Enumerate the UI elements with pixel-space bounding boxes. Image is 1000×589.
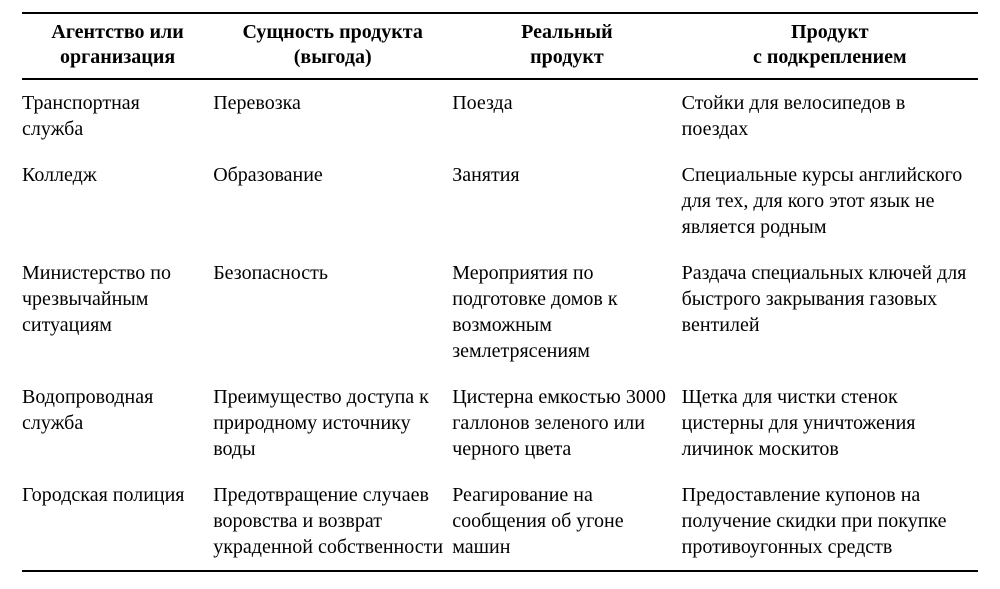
cell-augmented: Раздача специальных ключей для быстрого … (682, 250, 978, 374)
cell-agency: Министерство по чрезвычайным ситуациям (22, 250, 213, 374)
cell-essence: Преимущество доступа к природному источн… (213, 374, 452, 472)
cell-real: Занятия (452, 152, 681, 250)
col-header-agency: Агентство или организация (22, 13, 213, 79)
table-row: Колледж Образование Занятия Специальные … (22, 152, 978, 250)
cell-augmented: Предоставление купонов на получение скид… (682, 472, 978, 571)
table-row: Городская полиция Предотвращение случаев… (22, 472, 978, 571)
product-levels-table: Агентство или организация Сущность проду… (22, 12, 978, 572)
cell-essence: Образование (213, 152, 452, 250)
table-row: Транспортная служба Перевозка Поезда Сто… (22, 79, 978, 152)
cell-agency: Транспортная служба (22, 79, 213, 152)
col-header-real: Реальный продукт (452, 13, 681, 79)
col-header-real-line1: Реальный (521, 21, 612, 43)
cell-essence: Перевозка (213, 79, 452, 152)
cell-real: Реагирование на сообщения об угоне машин (452, 472, 681, 571)
cell-essence: Безопасность (213, 250, 452, 374)
table-row: Водопроводная служба Преимущество доступ… (22, 374, 978, 472)
table-header-row: Агентство или организация Сущность проду… (22, 13, 978, 79)
cell-agency: Водопроводная служба (22, 374, 213, 472)
cell-agency: Колледж (22, 152, 213, 250)
col-header-augmented-line2: с подкреплением (753, 46, 907, 68)
col-header-essence: Сущность продукта (выгода) (213, 13, 452, 79)
cell-agency: Городская полиция (22, 472, 213, 571)
col-header-real-line2: продукт (530, 46, 604, 68)
cell-real: Мероприятия по подготовке домов к возмож… (452, 250, 681, 374)
table-row: Министерство по чрезвычайным ситуациям Б… (22, 250, 978, 374)
cell-augmented: Специальные курсы английского для тех, д… (682, 152, 978, 250)
col-header-agency-line1: Агентство или (51, 21, 183, 43)
col-header-essence-line1: Сущность продукта (242, 21, 422, 43)
cell-essence: Предотвращение случаев воровства и возвр… (213, 472, 452, 571)
col-header-augmented-line1: Продукт (791, 21, 869, 43)
col-header-augmented: Продукт с подкреплением (682, 13, 978, 79)
cell-real: Цистерна емкостью 3000 галлонов зеленого… (452, 374, 681, 472)
page: Агентство или организация Сущность проду… (0, 0, 1000, 589)
cell-augmented: Щетка для чистки стенок цистерны для уни… (682, 374, 978, 472)
col-header-agency-line2: организация (60, 46, 175, 68)
col-header-essence-line2: (выгода) (294, 46, 372, 68)
cell-real: Поезда (452, 79, 681, 152)
cell-augmented: Стойки для велосипедов в поездах (682, 79, 978, 152)
